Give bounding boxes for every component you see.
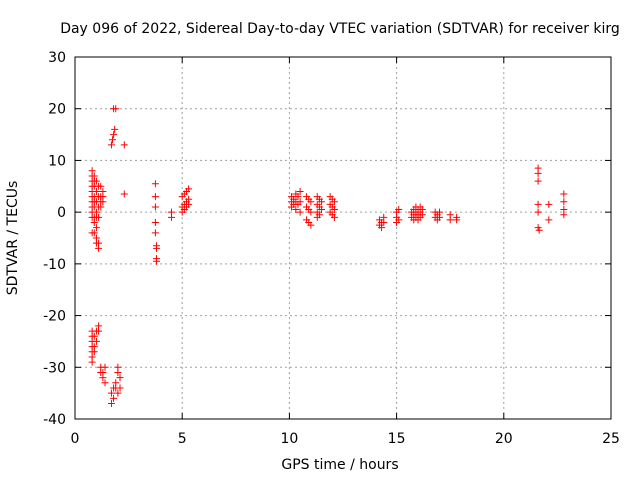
data-point — [99, 374, 107, 382]
y-tick-label: 10 — [48, 153, 66, 169]
y-tick-label: 30 — [48, 50, 66, 66]
data-point — [307, 221, 315, 229]
data-point — [90, 229, 98, 237]
x-tick-label: 5 — [178, 431, 187, 447]
data-point — [560, 198, 568, 206]
data-point — [107, 389, 115, 397]
data-point — [116, 384, 124, 392]
data-point — [99, 198, 107, 206]
data-point — [545, 216, 553, 224]
x-tick-label: 10 — [280, 431, 298, 447]
data-point — [307, 198, 315, 206]
data-point — [110, 394, 118, 402]
y-tick-label: -40 — [43, 412, 66, 428]
data-points — [88, 105, 568, 407]
data-point — [120, 141, 128, 149]
data-point — [418, 211, 426, 219]
y-tick-label: -30 — [43, 360, 66, 376]
data-point — [315, 211, 323, 219]
grid — [75, 57, 611, 419]
data-point — [292, 206, 300, 214]
data-point — [90, 332, 98, 340]
y-axis-tick-labels: -40 -30 -20 -10 0 10 20 30 — [43, 50, 66, 428]
data-point — [296, 187, 304, 195]
x-axis-label: GPS time / hours — [281, 457, 398, 473]
data-point — [101, 379, 109, 387]
data-point — [95, 213, 103, 221]
data-point — [535, 226, 543, 234]
data-point — [101, 363, 109, 371]
data-point — [152, 257, 160, 265]
data-point — [378, 224, 386, 232]
x-axis-tick-labels: 0 5 10 15 20 25 — [71, 431, 620, 447]
data-point — [435, 213, 443, 221]
data-point — [151, 229, 159, 237]
data-point — [534, 208, 542, 216]
data-point — [318, 206, 326, 214]
data-point — [307, 208, 315, 216]
data-point — [110, 131, 118, 139]
data-point — [107, 399, 115, 407]
x-tick-label: 0 — [71, 431, 80, 447]
data-point — [453, 216, 461, 224]
axis-ticks — [74, 56, 612, 420]
data-point — [151, 218, 159, 226]
data-point — [296, 198, 304, 206]
data-point — [534, 169, 542, 177]
plot-frame — [74, 56, 612, 420]
y-tick-label: -20 — [43, 309, 66, 325]
data-point — [185, 200, 193, 208]
y-tick-label: -10 — [43, 257, 66, 273]
data-point — [318, 198, 326, 206]
data-point — [90, 348, 98, 356]
x-tick-label: 15 — [388, 431, 406, 447]
data-point — [446, 216, 454, 224]
data-point — [330, 206, 338, 214]
data-point — [395, 216, 403, 224]
y-axis-label: SDTVAR / TECUs — [5, 181, 21, 296]
data-point — [111, 125, 119, 133]
data-point — [151, 193, 159, 201]
data-point — [330, 198, 338, 206]
data-point — [294, 193, 302, 201]
data-point — [534, 200, 542, 208]
data-point — [395, 206, 403, 214]
data-point — [95, 244, 103, 252]
data-point — [92, 224, 100, 232]
x-tick-label: 20 — [495, 431, 513, 447]
data-point — [534, 177, 542, 185]
y-tick-label: 20 — [48, 102, 66, 118]
data-point — [185, 185, 193, 193]
data-point — [107, 141, 115, 149]
data-point — [95, 327, 103, 335]
data-point — [114, 389, 122, 397]
data-point — [92, 177, 100, 185]
data-point — [88, 358, 96, 366]
data-point — [116, 374, 124, 382]
data-point — [545, 200, 553, 208]
data-point — [109, 136, 117, 144]
data-point — [560, 211, 568, 219]
data-point — [330, 213, 338, 221]
x-tick-label: 25 — [602, 431, 620, 447]
data-point — [120, 190, 128, 198]
data-point — [112, 105, 120, 113]
data-point — [296, 208, 304, 216]
data-point — [97, 203, 105, 211]
data-point — [92, 337, 100, 345]
data-point — [151, 180, 159, 188]
data-point — [90, 218, 98, 226]
data-point — [97, 182, 105, 190]
y-tick-label: 0 — [57, 205, 66, 221]
data-point — [114, 368, 122, 376]
data-point — [380, 218, 388, 226]
chart-title: Day 096 of 2022, Sidereal Day-to-day VTE… — [60, 21, 620, 37]
data-point — [92, 187, 100, 195]
data-point — [560, 190, 568, 198]
data-point — [152, 244, 160, 252]
data-point — [167, 213, 175, 221]
data-point — [151, 203, 159, 211]
